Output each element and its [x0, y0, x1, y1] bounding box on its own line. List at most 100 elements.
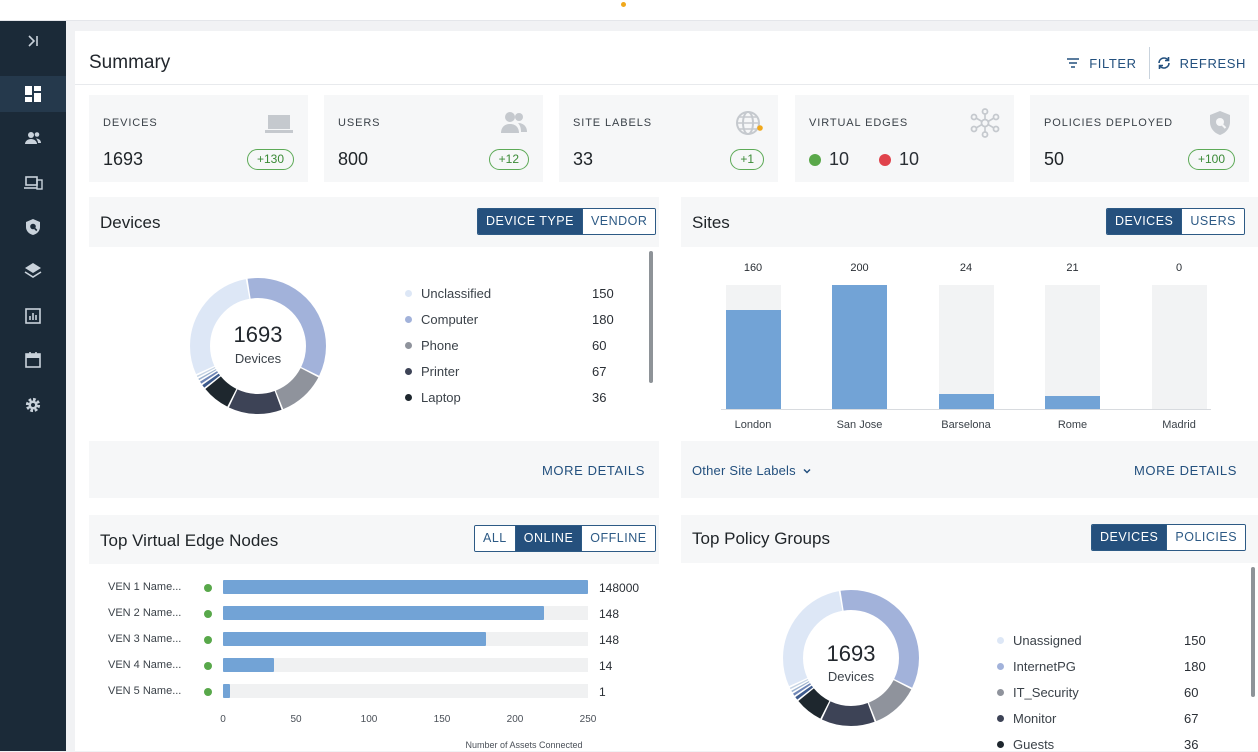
ven-bar[interactable] [223, 632, 486, 646]
legend-item[interactable]: Unclassified [405, 286, 491, 301]
legend-item[interactable]: IT_Security [997, 685, 1079, 700]
legend-item[interactable]: Monitor [997, 711, 1056, 726]
layers-icon[interactable] [0, 253, 66, 289]
offline-status-dot [879, 153, 892, 166]
dashboard-icon[interactable] [0, 76, 66, 112]
bar-rome[interactable] [1045, 395, 1100, 409]
kpi-policies-card[interactable]: POLICIES DEPLOYED 50 +100 [1030, 95, 1249, 182]
ven-bar[interactable] [223, 606, 545, 620]
legend-item[interactable]: Printer [405, 364, 459, 379]
more-details-link[interactable]: MORE DETAILS [542, 463, 646, 478]
legend-value: 60 [1184, 685, 1199, 700]
legend-item[interactable]: Unassigned [997, 633, 1082, 648]
x-tick-label: 50 [290, 714, 302, 725]
donut-slice-unclassified[interactable] [190, 278, 326, 414]
tab-all[interactable]: ALL [475, 526, 515, 551]
users-icon [501, 112, 527, 133]
kpi-users-card[interactable]: USERS 800 +12 [324, 95, 543, 182]
legend-item[interactable]: Computer [405, 312, 478, 327]
refresh-button[interactable]: REFRESH [1150, 55, 1258, 71]
legend-item[interactable]: Laptop [405, 390, 461, 405]
x-tick-label: 150 [433, 714, 451, 725]
tab-policies[interactable]: POLICIES [1166, 525, 1246, 550]
laptop-icon [265, 115, 293, 133]
online-status-dot [204, 636, 212, 644]
legend-item[interactable]: Phone [405, 338, 459, 353]
bar-track [725, 285, 781, 409]
kpi-label: DEVICES [103, 117, 158, 129]
tab-device-type[interactable]: DEVICE TYPE [478, 209, 582, 234]
header-divider-line [75, 84, 1258, 85]
ven-bar[interactable] [223, 684, 231, 698]
ven-bar[interactable] [223, 580, 588, 594]
bar-london[interactable] [725, 309, 781, 409]
bar-value-label: 0 [1175, 262, 1183, 274]
other-site-labels-label: Other Site Labels [692, 463, 796, 478]
kpi-devices-card[interactable]: DEVICES 1693 +130 [89, 95, 308, 182]
legend-item[interactable]: InternetPG [997, 659, 1076, 674]
sites-panel: Sites DEVICES USERS 160 London 200 San Jose… [681, 197, 1258, 498]
kpi-value: 50 [1044, 149, 1065, 169]
kpi-change-badge: +130 [246, 149, 294, 170]
calendar-icon[interactable] [0, 342, 66, 378]
bar-value-label: 24 [959, 262, 973, 274]
legend-swatch [405, 290, 412, 297]
network-nodes-icon [970, 108, 1000, 138]
bar-value-label: 200 [850, 262, 869, 274]
tab-devices[interactable]: DEVICES [1107, 209, 1182, 234]
tab-users[interactable]: USERS [1181, 209, 1244, 234]
x-tick-label: San Jose [836, 419, 883, 431]
kpi-site-labels-card[interactable]: SITE LABELS 33 +1 [559, 95, 778, 182]
scrollbar-thumb[interactable] [649, 251, 653, 383]
x-tick-label: Rome [1057, 419, 1088, 431]
policy-shield-icon[interactable] [0, 209, 66, 245]
bar-barselona[interactable] [938, 394, 994, 409]
panel-title: Sites [692, 213, 730, 232]
users-icon[interactable] [0, 120, 66, 156]
policy-toggle: DEVICES POLICIES [1091, 524, 1247, 551]
devices-icon[interactable] [0, 165, 66, 201]
bar-track [223, 632, 588, 646]
ven-bar[interactable] [223, 658, 275, 672]
online-count: 10 [829, 149, 850, 169]
bar-san-jose[interactable] [832, 285, 887, 409]
policy-chart-area: 1693 Devices Unassigned 150 InternetPG 180 I… [681, 563, 1258, 752]
ven-name-label[interactable]: VEN 4 Name... [108, 659, 182, 671]
ven-chart-area: VEN 1 Name... 148000 VEN 2 Name... 148 VEN 3… [89, 564, 659, 751]
kpi-virtual-edges-card[interactable]: VIRTUAL EDGES 10 10 [795, 95, 1014, 182]
scrollbar-thumb[interactable] [1251, 567, 1255, 697]
tab-online[interactable]: ONLINE [514, 526, 582, 551]
ven-name-label[interactable]: VEN 1 Name... [108, 581, 182, 593]
x-tick-label: London [734, 419, 772, 431]
bar-track [223, 606, 588, 620]
legend-value: 180 [1184, 659, 1206, 674]
settings-gear-icon[interactable] [0, 387, 66, 423]
ven-toggle: ALL ONLINE OFFLINE [474, 525, 656, 552]
legend-swatch [405, 316, 412, 323]
legend-swatch [997, 689, 1004, 696]
filter-label: FILTER [1089, 55, 1137, 71]
kpi-label: SITE LABELS [573, 117, 652, 129]
legend-item[interactable]: Guests [997, 737, 1054, 752]
legend-swatch [405, 368, 412, 375]
refresh-icon [1157, 57, 1170, 69]
ven-name-label[interactable]: VEN 3 Name... [108, 633, 182, 645]
filter-button[interactable]: FILTER [1059, 55, 1148, 71]
ven-name-label[interactable]: VEN 5 Name... [108, 685, 182, 697]
legend-label: Computer [421, 312, 479, 327]
donut-slice-internetpg[interactable] [783, 590, 919, 726]
online-status-dot [204, 610, 212, 618]
donut-slice-printer[interactable] [190, 278, 326, 414]
reports-icon[interactable] [0, 298, 66, 334]
donut-slice-monitor[interactable] [783, 590, 919, 726]
tab-devices[interactable]: DEVICES [1092, 525, 1167, 550]
tab-vendor[interactable]: VENDOR [581, 209, 656, 234]
donut-slice-unassigned[interactable] [783, 590, 919, 726]
more-details-link[interactable]: MORE DETAILS [1134, 463, 1238, 478]
tab-offline[interactable]: OFFLINE [581, 526, 655, 551]
other-site-labels-dropdown[interactable]: Other Site Labels [692, 463, 812, 478]
expand-right-icon[interactable] [0, 23, 66, 59]
ven-name-label[interactable]: VEN 2 Name... [108, 607, 182, 619]
donut-slice-computer[interactable] [190, 278, 326, 414]
virtual-edge-nodes-panel: Top Virtual Edge Nodes ALL ONLINE OFFLIN… [89, 515, 659, 751]
